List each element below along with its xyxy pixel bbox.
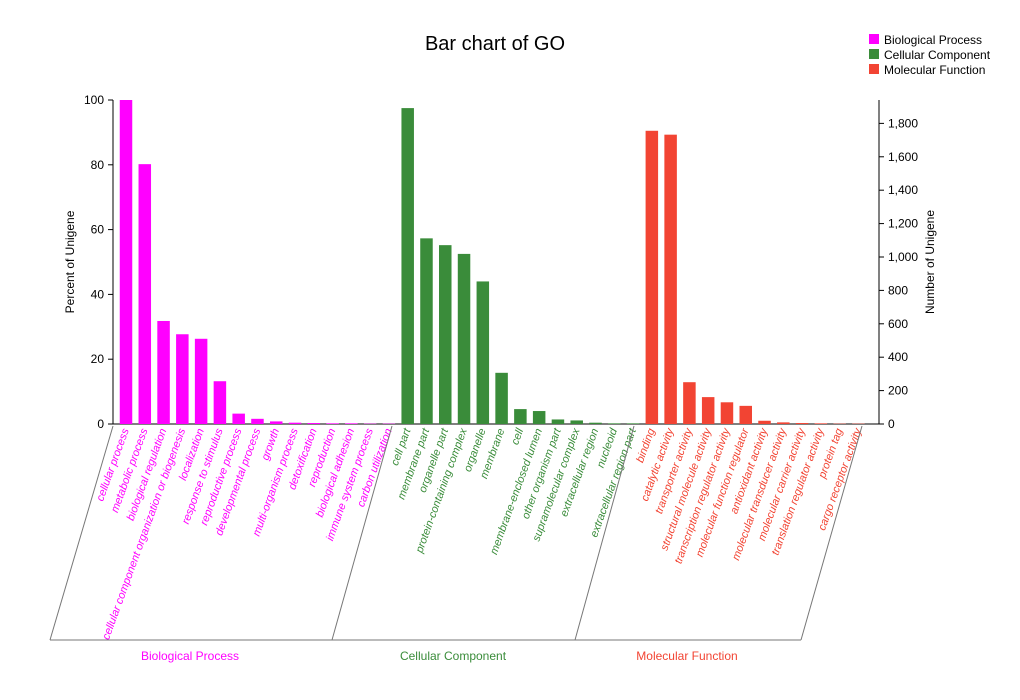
bar-molecular-carrier-activity [795,423,809,424]
legend-label-biological-process: Biological Process [884,33,982,47]
bar-membrane [495,372,508,424]
left-axis-title: Percent of Unigene [63,210,77,313]
bar-cell-part [401,108,414,424]
chart-title: Bar chart of GO [425,33,565,55]
right-tick-label: 1,200 [888,217,918,231]
left-tick-label: 20 [91,352,105,366]
right-tick-label: 600 [888,317,908,331]
right-tick-label: 1,400 [888,183,918,197]
bar-antioxidant-activity [758,420,771,424]
bar-membrane-enclosed-lumen [532,411,546,424]
bar-detoxification [307,423,321,424]
bar-catalytic-activity [664,134,677,425]
right-tick-label: 200 [888,384,908,398]
bar-reproduction [326,423,339,424]
right-axis-ticks: 0 200 400 600 800 1,000 1,200 1,400 1,600 1,800 [879,116,918,431]
bar-extracellular-region [589,422,602,424]
bar-biological-adhesion [345,423,358,424]
bar-transcription-regulator-activity [720,402,734,424]
bar-molecular-function-regulator [739,405,752,424]
group-frame-divider [800,425,863,641]
bar-localization [194,338,208,424]
left-tick-label: 80 [91,158,105,172]
left-axis-ticks: 0 20 40 60 80 100 [84,93,113,431]
group-frame-divider [49,425,114,641]
legend: Biological Process Cellular Component Mo… [869,33,991,77]
bars [119,100,865,425]
category-label-cell: cell [509,426,526,446]
group-frames: Biological Process Cellular Component Mole… [49,425,863,663]
bar-binding [645,130,659,424]
left-tick-label: 60 [91,223,105,237]
bar-structural-molecule-activity [701,397,715,424]
bar-multi-organism-process [288,422,302,424]
right-tick-label: 1,000 [888,250,918,264]
group-label-cellular-component: Cellular Component [400,649,507,663]
right-tick-label: 1,600 [888,150,918,164]
bar-response-to-stimulus [213,381,227,424]
bar-biological-regulation [157,320,170,424]
group-label-biological-process: Biological Process [141,649,239,663]
bar-molecular-transducer-activity [777,422,790,424]
bar-growth [269,421,283,424]
group-frame-divider [331,425,393,641]
bar-cellular-process [119,100,133,424]
bar-cell [514,409,527,424]
bar-supramolecular-complex [570,420,583,424]
legend-swatch-biological-process [869,34,879,44]
right-tick-label: 1,800 [888,116,918,130]
right-tick-label: 400 [888,350,908,364]
bar-transporter-activity [683,382,696,424]
group-frame-divider [574,425,635,641]
bar-developmental-process [251,418,264,424]
bar-translation-regulator-activity [814,423,828,424]
left-tick-label: 100 [84,93,104,107]
group-label-molecular-function: Molecular Function [636,649,737,663]
right-axis-title: Number of Unigene [923,210,937,314]
right-tick-label: 800 [888,283,908,297]
left-tick-label: 0 [97,417,104,431]
legend-swatch-cellular-component [869,49,879,59]
bar-protein-containing-complex [457,253,471,424]
bar-membrane-part [420,238,433,424]
bar-organelle [476,281,490,424]
bar-other-organism-part [551,419,565,424]
bar-extracellular-region-part [626,423,640,424]
legend-label-cellular-component: Cellular Component [884,48,991,62]
right-tick-label: 0 [888,417,895,431]
bar-metabolic-process [138,164,152,424]
left-tick-label: 40 [91,287,105,301]
bar-cellular-component-organization-or-biogenesis [176,334,189,424]
bar-organelle-part [439,245,452,424]
legend-label-molecular-function: Molecular Function [884,63,985,77]
bar-nucleoid [608,423,621,424]
legend-swatch-molecular-function [869,64,879,74]
bar-reproductive-process [232,413,245,424]
